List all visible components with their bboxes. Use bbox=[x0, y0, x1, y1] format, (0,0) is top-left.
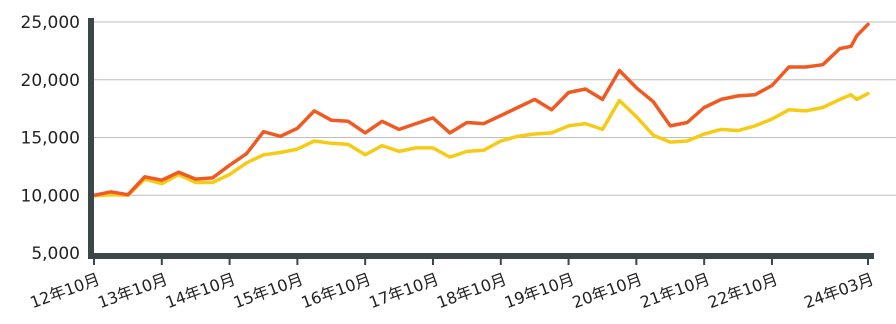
x-axis-line bbox=[88, 253, 874, 259]
series-line-yellow bbox=[92, 91, 870, 198]
y-tick-label: 15,000 bbox=[21, 129, 80, 149]
y-axis-ticks: 5,000 10,000 15,000 20,000 25,000 bbox=[21, 13, 80, 264]
x-tick-label: 18年10月 bbox=[434, 269, 509, 312]
gridlines bbox=[94, 21, 896, 196]
x-tick-label: 24年03月 bbox=[801, 269, 876, 312]
x-tick-label: 12年10月 bbox=[27, 269, 102, 312]
y-axis-line bbox=[88, 18, 94, 258]
x-tick-label: 14年10月 bbox=[163, 269, 238, 312]
x-tick-label: 20年10月 bbox=[570, 269, 645, 312]
y-tick-label: 20,000 bbox=[21, 71, 80, 91]
y-tick-label: 5,000 bbox=[31, 244, 80, 264]
x-tick-label: 21年10月 bbox=[638, 269, 713, 312]
x-tick-label: 17年10月 bbox=[366, 269, 441, 312]
x-tick-label: 13年10月 bbox=[95, 269, 170, 312]
series-line-orange bbox=[92, 22, 870, 198]
x-tick-label: 15年10月 bbox=[231, 269, 306, 312]
x-tick-label: 19年10月 bbox=[502, 269, 577, 312]
y-tick-label: 10,000 bbox=[21, 186, 80, 206]
series-lines bbox=[92, 22, 870, 198]
axes bbox=[88, 18, 874, 259]
y-tick-label: 25,000 bbox=[21, 13, 80, 33]
x-tick-label: 22年10月 bbox=[705, 269, 780, 312]
x-axis-ticks: 12年10月13年10月14年10月15年10月16年10月17年10月18年1… bbox=[27, 259, 876, 312]
x-tick-label: 16年10月 bbox=[299, 269, 374, 312]
